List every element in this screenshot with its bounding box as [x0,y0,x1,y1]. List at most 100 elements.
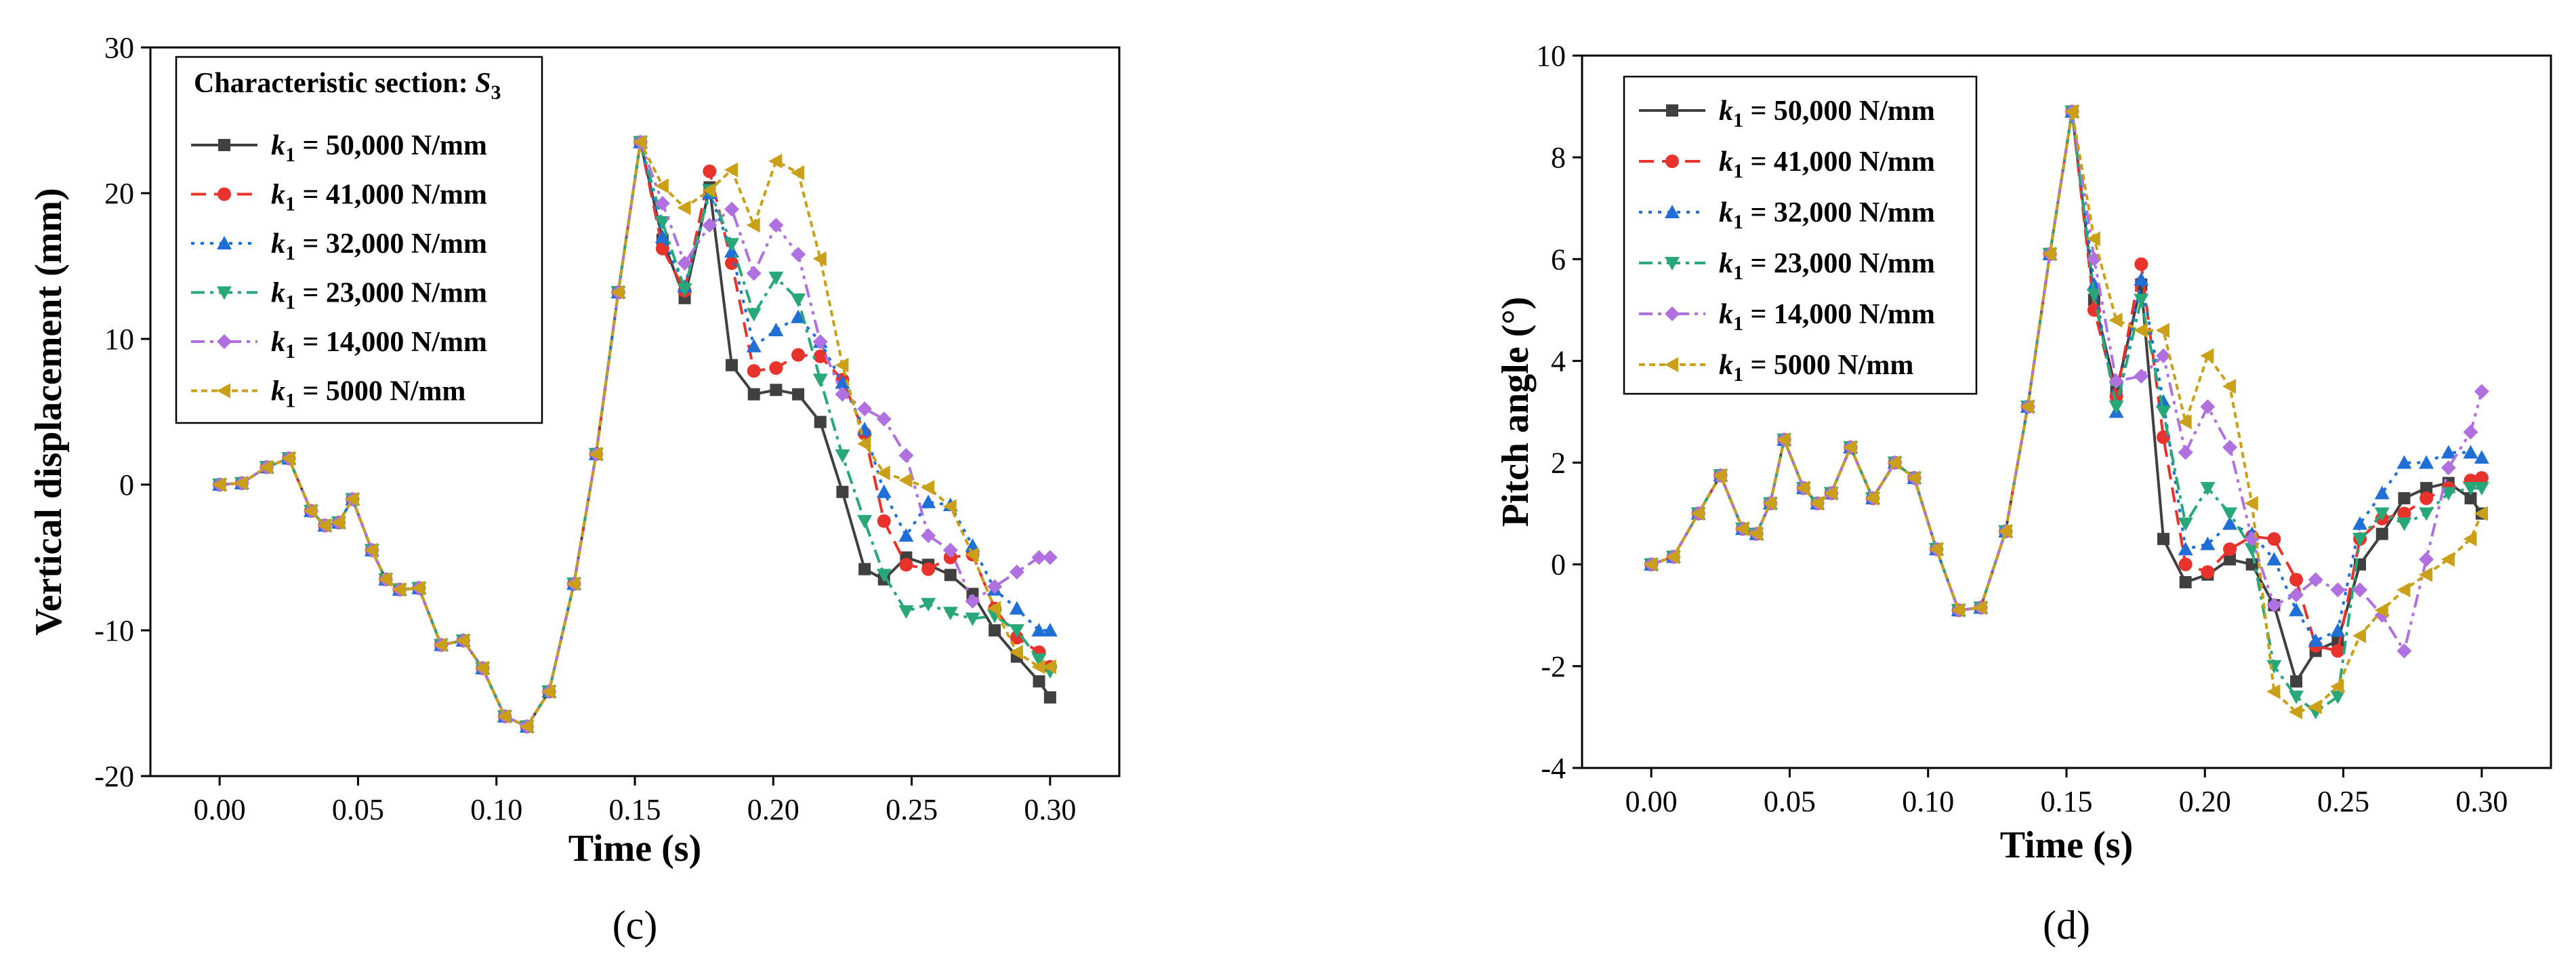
data-point [921,528,936,544]
y-tick-label: -2 [1541,650,1566,683]
data-point [792,388,805,401]
data-point [2267,532,2281,546]
legend: k1 = 50,000 N/mm k1 = 41,000 N/mm k1 = 32,… [1623,75,1978,395]
data-point [1998,523,2012,539]
data-point [2200,348,2214,363]
data-point [898,472,913,488]
data-point [987,579,1003,594]
data-point [2266,552,2282,566]
data-point [2374,603,2388,618]
data-point [965,547,979,563]
y-tick-label: 6 [1551,243,1566,276]
data-point [2156,348,2171,363]
y-tick-label: 30 [104,31,134,64]
data-point [345,491,359,507]
chart-c: 0.00 0.05 0.10 0.15 0.20 0.25 0.30 -20 -10 0 10 20 3… [28,31,1121,948]
data-point [703,164,717,178]
data-point [835,449,850,463]
data-point [1777,432,1791,447]
data-point [1033,675,1045,688]
data-point [768,153,783,169]
data-point [2330,678,2344,694]
data-point [835,357,849,373]
y-tick-label: 0 [119,468,134,502]
data-point [234,475,248,491]
data-point [378,571,392,587]
x-tick-label: 0.10 [1902,785,1954,818]
data-point [2331,644,2345,658]
data-point [1795,481,1810,496]
data-point [965,594,980,609]
data-point [857,436,871,451]
data-point [2463,482,2478,496]
legend-label: k1 = 23,000 N/mm [1719,248,1935,284]
data-point [724,162,738,178]
data-point [2289,587,2304,603]
data-point [2289,603,2304,617]
data-point [791,348,806,362]
data-point [2201,565,2215,579]
data-point [2420,482,2433,495]
legend-marker [1666,104,1678,117]
data-point [725,256,739,270]
data-point [2179,575,2192,588]
data-point [588,446,602,462]
x-tick-label: 0.20 [747,793,799,826]
data-point [702,218,718,233]
data-point [2134,323,2148,338]
legend: Characteristic section: S3 k1 = 50,000 N/… [175,56,543,424]
data-point [2086,231,2100,247]
data-point [921,480,935,495]
data-point [747,388,760,401]
data-point [898,528,914,542]
data-point [2289,573,2304,587]
legend-box [1623,75,1978,395]
data-point [2042,246,2056,262]
data-point [2375,527,2388,540]
y-tick-label: -4 [1541,752,1566,785]
data-point [2440,460,2456,476]
legend-marker [217,187,231,201]
data-point [566,576,581,592]
legend-marker [217,383,230,399]
chart-d: 0.00 0.05 0.10 0.15 0.20 0.25 0.30 -4 -2 0 2 4 6 8 10 T… [1495,39,2552,948]
data-point [2440,487,2456,501]
data-point [1009,645,1023,660]
data-point [2222,440,2238,455]
x-axis-title: Time (s) [568,828,702,870]
legend-marker [1665,155,1679,168]
legend-label: k1 = 5000 N/mm [1719,350,1913,386]
legend-marker [1665,205,1680,218]
data-point [2419,491,2434,506]
data-point [921,494,936,508]
data-point [876,411,892,427]
y-tick-label: 2 [1551,447,1566,480]
y-tick-label: -10 [94,614,134,647]
data-point [857,514,873,529]
data-point [2134,293,2149,308]
data-point [898,605,914,620]
data-point [1031,653,1047,667]
data-point [2134,368,2149,384]
data-point [2374,485,2390,500]
data-point [2474,471,2489,485]
x-axis-title: Time (s) [2000,824,2134,866]
legend-label: k1 = 32,000 N/mm [271,228,487,264]
data-point [2419,455,2434,469]
data-point [2245,558,2258,571]
data-point [2222,378,2237,394]
data-point [1865,491,1879,506]
data-point [877,514,891,528]
x-tick-label: 0.25 [886,793,938,826]
data-point [814,415,827,428]
data-point [1749,526,1763,542]
series-line [1650,110,2482,714]
data-point [768,271,784,285]
data-point [791,247,806,262]
y-axis-title: Pitch angle (°) [1495,297,1537,527]
y-tick-label: -20 [94,760,134,793]
legend-marker [217,236,232,249]
data-point [1928,542,1943,557]
data-point [2178,557,2193,571]
data-point [2134,257,2148,271]
